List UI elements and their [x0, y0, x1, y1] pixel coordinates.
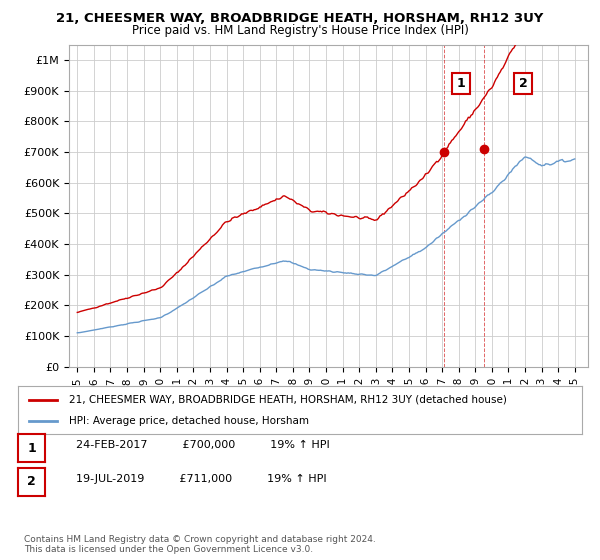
Text: 19-JUL-2019          £711,000          19% ↑ HPI: 19-JUL-2019 £711,000 19% ↑ HPI — [69, 474, 326, 484]
Text: HPI: Average price, detached house, Horsham: HPI: Average price, detached house, Hors… — [69, 416, 309, 426]
Text: Price paid vs. HM Land Registry's House Price Index (HPI): Price paid vs. HM Land Registry's House … — [131, 24, 469, 36]
Text: 1: 1 — [457, 77, 465, 90]
Text: 2: 2 — [27, 475, 36, 488]
Text: Contains HM Land Registry data © Crown copyright and database right 2024.
This d: Contains HM Land Registry data © Crown c… — [24, 535, 376, 554]
Text: 2: 2 — [519, 77, 527, 90]
Text: 21, CHEESMER WAY, BROADBRIDGE HEATH, HORSHAM, RH12 3UY (detached house): 21, CHEESMER WAY, BROADBRIDGE HEATH, HOR… — [69, 395, 506, 405]
Text: 24-FEB-2017          £700,000          19% ↑ HPI: 24-FEB-2017 £700,000 19% ↑ HPI — [69, 440, 330, 450]
Text: 21, CHEESMER WAY, BROADBRIDGE HEATH, HORSHAM, RH12 3UY: 21, CHEESMER WAY, BROADBRIDGE HEATH, HOR… — [56, 12, 544, 25]
Text: 1: 1 — [27, 441, 36, 455]
